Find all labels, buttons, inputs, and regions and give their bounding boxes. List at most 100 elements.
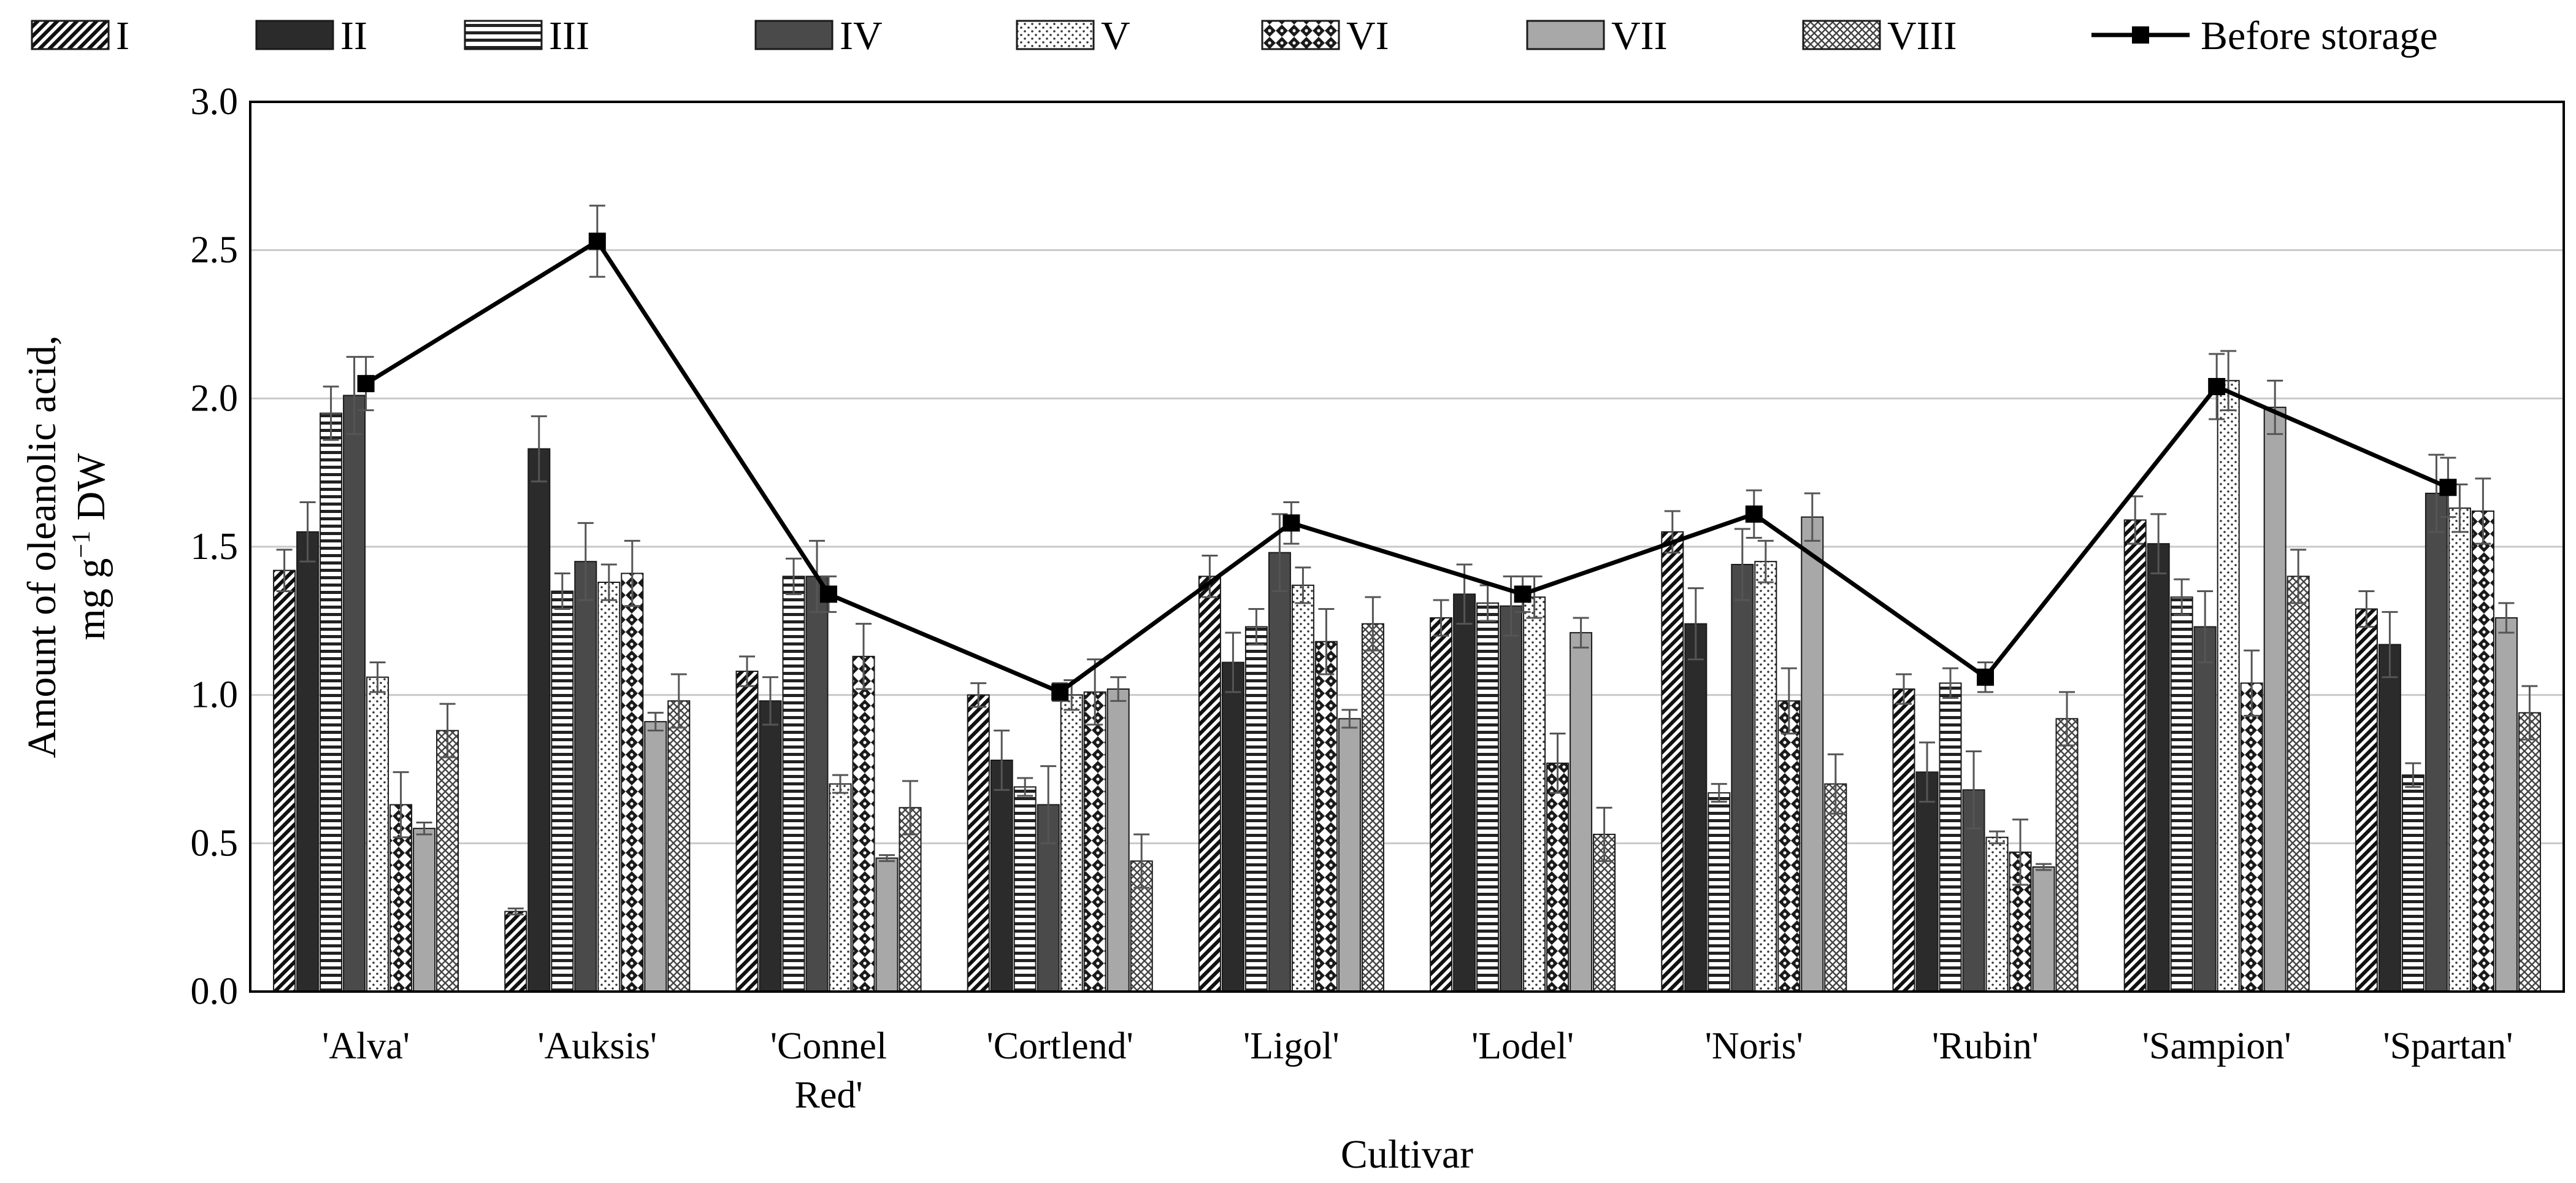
before-storage-marker: [1282, 514, 1300, 532]
before-storage-marker: [1977, 668, 1994, 686]
y-axis-title: Amount of oleanolic acid, mg g−1 DW: [20, 335, 113, 758]
bar-series-V-cat-3: [1060, 694, 1083, 992]
x-tick-label: 'Connel: [770, 1025, 887, 1067]
bar-series-IV-cat-9: [2425, 493, 2448, 992]
bar-series-I-cat-7: [1892, 688, 1915, 992]
bar-series-VI-cat-2: [852, 655, 875, 993]
y-tick-label: 0.0: [191, 971, 239, 1012]
bar-series-V-cat-6: [1754, 561, 1777, 992]
legend-line-marker: [2132, 26, 2149, 44]
before-storage-marker: [588, 233, 606, 250]
bar-series-II-cat-8: [2147, 543, 2170, 992]
legend-label-I: I: [116, 13, 129, 58]
bar-series-II-cat-6: [1684, 623, 1708, 992]
bar-series-VII-cat-3: [1106, 688, 1130, 992]
legend-label-VI: VI: [1346, 13, 1389, 58]
legend-label-before-storage: Before storage: [2201, 13, 2438, 58]
bar-series-VI-cat-5: [1546, 762, 1570, 993]
bar-series-V-cat-1: [597, 582, 621, 992]
bar-series-III-cat-4: [1244, 626, 1268, 992]
legend-swatch-III: [464, 20, 543, 50]
x-tick-label: 'Sampion': [2142, 1025, 2291, 1067]
bar-series-I-cat-2: [735, 671, 759, 992]
bar-series-II-cat-1: [527, 448, 551, 992]
bar-series-II-cat-7: [1915, 771, 1939, 993]
bar-series-I-cat-8: [2123, 519, 2147, 992]
bar-series-I-cat-0: [273, 569, 296, 992]
plot-frame: [249, 101, 2565, 993]
x-tick-label: 'Spartan': [2383, 1025, 2513, 1067]
bar-series-VII-cat-2: [875, 857, 899, 992]
bar-series-II-cat-3: [990, 760, 1013, 992]
legend-swatch-I: [31, 20, 110, 50]
legend-swatch-VIII: [1802, 20, 1881, 50]
bar-series-V-cat-9: [2448, 507, 2471, 992]
bar-series-II-cat-0: [296, 531, 320, 992]
y-axis-unit-suffix: DW: [69, 453, 113, 531]
bar-series-VIII-cat-8: [2287, 576, 2310, 992]
bar-series-IV-cat-0: [343, 395, 366, 992]
x-tick-label: 'Alva': [322, 1025, 410, 1067]
bar-series-II-cat-9: [2378, 644, 2401, 992]
y-axis-title-line2: mg g−1 DW: [67, 453, 113, 641]
legend-label-II: II: [340, 13, 367, 58]
x-tick-label: 'Ligol': [1243, 1025, 1340, 1067]
bar-series-VII-cat-6: [1801, 516, 1824, 992]
bar-series-VI-cat-3: [1083, 691, 1106, 993]
bar-series-III-cat-2: [782, 576, 805, 992]
legend-swatch-V: [1016, 20, 1095, 50]
bar-series-IV-cat-6: [1731, 564, 1754, 992]
bar-series-V-cat-0: [366, 676, 389, 992]
bars: [273, 380, 2541, 993]
before-storage-line: [357, 204, 2457, 702]
bar-series-VIII-cat-1: [667, 700, 691, 993]
before-storage-marker: [1514, 585, 1531, 603]
bar-series-I-cat-6: [1661, 531, 1684, 992]
legend-swatch-IV: [754, 20, 834, 50]
x-axis-ticks: 'Alva' 'Auksis' 'Connel Red' 'Cortlend' 'Ligo…: [322, 1025, 2513, 1116]
bar-series-III-cat-5: [1476, 602, 1500, 992]
bar-series-V-cat-2: [829, 783, 852, 992]
y-tick-label: 0.5: [191, 822, 239, 864]
before-storage-marker: [357, 375, 375, 393]
bar-series-III-cat-3: [1013, 786, 1037, 992]
y-axis-unit-exponent: −1: [67, 531, 96, 558]
legend-label-V: V: [1101, 13, 1130, 58]
bar-series-I-cat-4: [1198, 576, 1221, 992]
bar-series-III-cat-0: [320, 412, 343, 992]
y-tick-label: 2.5: [191, 229, 239, 271]
bar-series-IV-cat-1: [574, 561, 597, 992]
before-storage-marker: [2439, 479, 2457, 496]
bar-series-IV-cat-8: [2193, 626, 2217, 992]
bar-series-I-cat-3: [967, 694, 990, 992]
x-tick-label: Red': [794, 1074, 862, 1116]
before-storage-marker: [1051, 683, 1069, 701]
y-tick-label: 2.0: [191, 377, 239, 419]
x-tick-label: 'Rubin': [1932, 1025, 2039, 1067]
x-tick-label: 'Noris': [1705, 1025, 1803, 1067]
bar-series-VII-cat-8: [2263, 406, 2287, 992]
legend-swatch-II: [255, 20, 334, 50]
y-axis-unit-prefix: mg g: [69, 558, 113, 641]
bar-series-VI-cat-6: [1777, 700, 1801, 993]
bar-series-VII-cat-5: [1570, 632, 1593, 992]
bar-series-VIII-cat-7: [2055, 718, 2079, 993]
y-tick-label: 1.0: [191, 674, 239, 716]
bar-series-VII-cat-9: [2494, 617, 2518, 992]
legend-label-VII: VII: [1611, 13, 1668, 58]
before-storage-marker: [1745, 505, 1763, 523]
bar-series-V-cat-5: [1523, 596, 1546, 992]
bar-series-VII-cat-1: [644, 721, 667, 992]
bar-series-VIII-cat-0: [436, 730, 459, 992]
bar-series-VI-cat-4: [1314, 641, 1338, 992]
legend-swatch-VII: [1526, 20, 1605, 50]
before-storage-polyline: [364, 238, 2449, 695]
bar-series-V-cat-4: [1291, 584, 1314, 992]
bar-series-I-cat-5: [1430, 617, 1453, 992]
gridlines: [250, 249, 2564, 844]
y-axis-title-line1: Amount of oleanolic acid,: [20, 335, 64, 758]
legend: I II III IV V VI VII VIII Before storage: [31, 13, 2438, 58]
bar-series-VII-cat-7: [2032, 866, 2055, 992]
bar-series-III-cat-8: [2170, 596, 2193, 992]
bar-series-IV-cat-4: [1268, 552, 1291, 992]
